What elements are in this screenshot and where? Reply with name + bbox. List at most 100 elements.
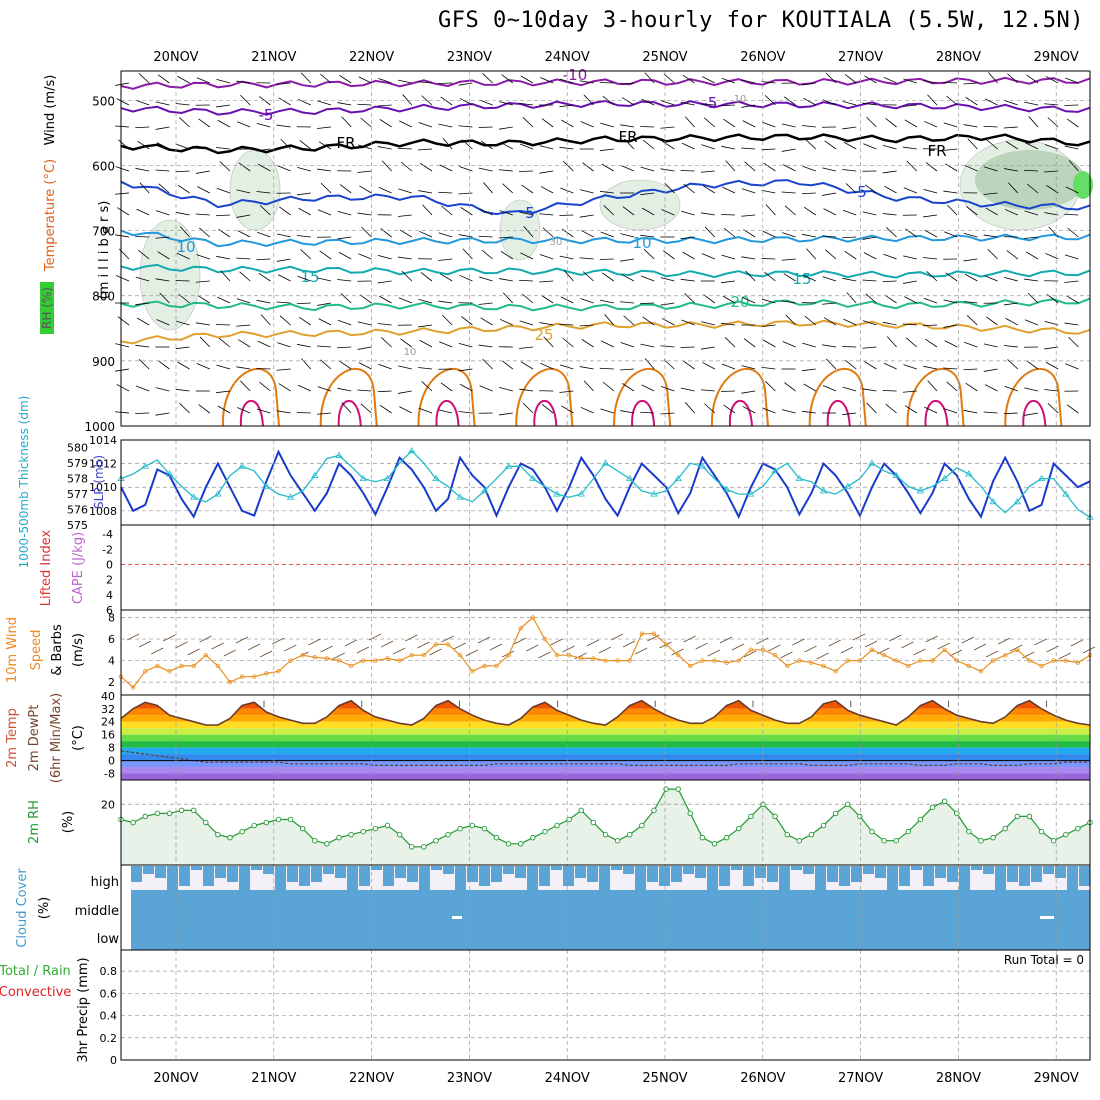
- wind-barb: [216, 147, 231, 150]
- wind10m-barb: [223, 649, 236, 657]
- rh-shade-2: [499, 199, 541, 261]
- wind-barb: [599, 190, 614, 194]
- wind-barb: [803, 97, 816, 106]
- wind-speed-marker: [906, 663, 911, 669]
- rh-marker: [142, 813, 148, 820]
- wind-barb: [781, 409, 796, 414]
- wind-barb: [660, 345, 675, 348]
- wind-barb: [399, 120, 412, 128]
- wind-barb: [135, 385, 150, 392]
- wind-barb: [963, 258, 978, 262]
- wind-barb: [135, 99, 150, 106]
- warm-loop: [808, 368, 867, 427]
- wind-speed-marker: [869, 647, 875, 653]
- wind-barb: [499, 318, 513, 326]
- wind-barb: [420, 272, 433, 282]
- wind-barb: [984, 166, 998, 172]
- wind-barb: [440, 382, 453, 392]
- thickness-marker: [480, 487, 489, 494]
- wind-barb: [418, 367, 433, 370]
- panel-bg-stability: [121, 525, 1090, 610]
- ylabel-slp: SLP (mb): [92, 455, 106, 509]
- rh-marker: [517, 841, 524, 847]
- wind10m-barb: [199, 635, 212, 643]
- cloud-high-bar: [983, 866, 994, 874]
- cloud-high-bar: [455, 866, 466, 890]
- wind-barb: [1024, 387, 1039, 392]
- isotherm-label: FR: [336, 134, 355, 152]
- wind10m-barb: [368, 633, 382, 641]
- wind-barb: [501, 360, 514, 370]
- wind-speed-marker: [627, 658, 632, 663]
- wind-barb: [195, 280, 210, 283]
- ytick-precip: 0: [110, 1054, 117, 1067]
- cloud-high-bar: [971, 866, 982, 870]
- rh-marker: [1038, 828, 1045, 835]
- wind10m-barb: [259, 650, 273, 658]
- isotherm-label: 5: [857, 183, 867, 201]
- wind-barb: [842, 277, 857, 282]
- wind-barb: [116, 98, 130, 106]
- chart-title: GFS 0~10day 3-hourly for KOUTIALA (5.5W,…: [437, 8, 1084, 33]
- wind-barb: [176, 320, 190, 326]
- wind-barb: [459, 98, 473, 106]
- wind-barb: [741, 256, 756, 260]
- wind-barb: [479, 276, 493, 282]
- wind-barb: [943, 81, 958, 84]
- wind-barb: [823, 317, 837, 326]
- cloud-high-bar: [611, 866, 622, 870]
- wind-barb: [276, 82, 291, 85]
- cloud-high-bar: [839, 866, 850, 886]
- wind-barb: [377, 104, 392, 107]
- wind10m-barb: [284, 644, 297, 652]
- wind-barb: [924, 229, 938, 238]
- wind-barb: [744, 161, 756, 172]
- wind-barb: [700, 212, 715, 216]
- wind-barb: [198, 118, 211, 128]
- wind-barb: [965, 382, 978, 392]
- cloud-high-bar: [227, 866, 238, 882]
- wind-barb: [985, 207, 998, 216]
- thickness-marker: [456, 493, 464, 500]
- cloud-high-bar: [743, 866, 754, 886]
- wind-barb: [541, 118, 554, 128]
- wind-barb: [1025, 142, 1039, 150]
- wind-barb: [539, 213, 554, 216]
- wind-barb: [358, 362, 372, 370]
- wind-barb: [379, 404, 392, 414]
- wind-barb: [438, 123, 453, 128]
- cloud-level-middle: middle: [75, 904, 119, 919]
- wind-barb: [156, 319, 170, 326]
- wind-barb: [882, 144, 897, 150]
- wind-speed-marker: [288, 658, 293, 663]
- wind-speed-marker: [554, 652, 560, 658]
- ytick-li: -2: [102, 543, 113, 556]
- ytick-li: 6: [106, 604, 113, 617]
- wind-barb: [721, 280, 736, 284]
- wind-barb: [421, 95, 433, 106]
- wind-barb: [844, 74, 857, 84]
- date-label-top: 29NOV: [1034, 50, 1079, 65]
- wind-barb: [195, 213, 210, 216]
- wind10m-barb: [465, 649, 478, 657]
- rh-marker: [905, 828, 912, 835]
- wind-speed-marker: [1075, 660, 1081, 665]
- wind-barb: [1046, 294, 1059, 304]
- wind-barb: [580, 121, 594, 128]
- wind-barb: [802, 342, 816, 348]
- cloud-high-bar: [887, 866, 898, 894]
- thickness-marker: [892, 471, 900, 478]
- wind-barb: [741, 390, 756, 394]
- run-total: Run Total = 0: [1004, 953, 1084, 967]
- wind-barb: [662, 250, 675, 260]
- wind-barb: [1024, 278, 1039, 282]
- wind-barb: [722, 186, 736, 194]
- dewpoint-line: [120, 750, 1090, 767]
- wind-barb: [276, 410, 291, 414]
- wind-barb: [579, 214, 594, 218]
- cloud-high-bar: [347, 866, 358, 894]
- cloud-high-bar: [251, 866, 262, 870]
- wind-barb: [823, 208, 837, 216]
- wind-barb: [259, 381, 271, 392]
- date-label-bottom: 24NOV: [545, 1071, 590, 1086]
